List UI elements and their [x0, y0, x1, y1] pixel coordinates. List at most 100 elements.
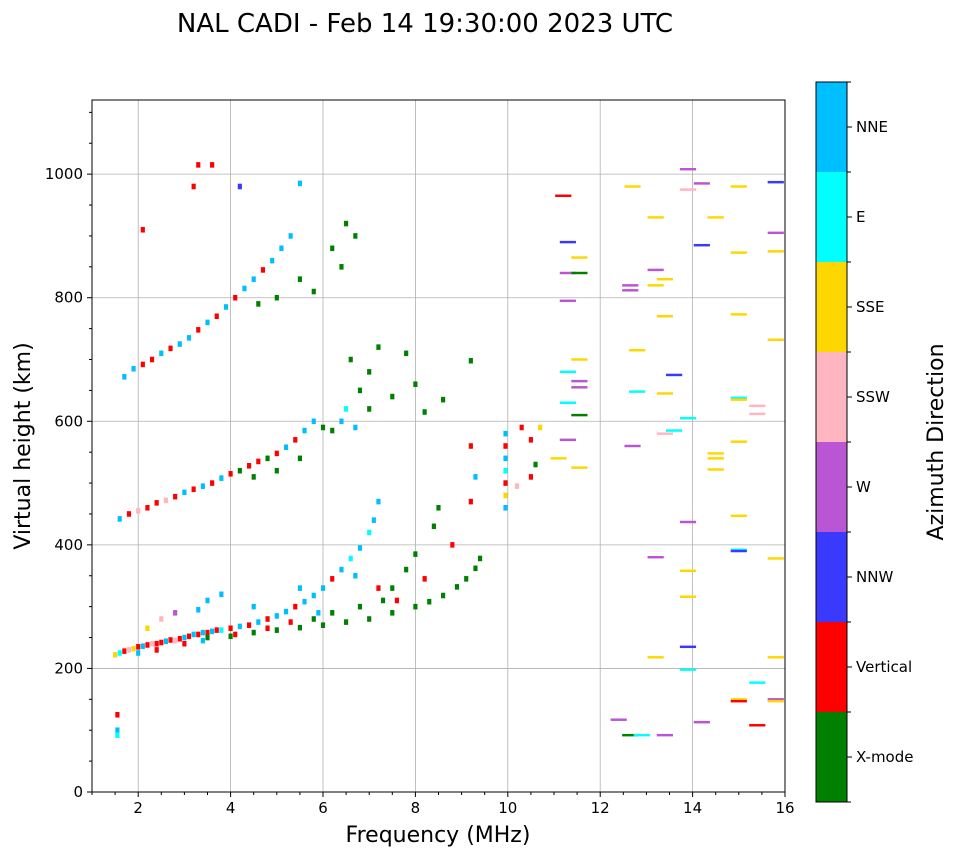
- data-point: [571, 358, 588, 361]
- data-point: [380, 597, 386, 604]
- data-point: [288, 619, 293, 625]
- colorbar-tick-label: NNE: [856, 118, 888, 136]
- data-point: [348, 356, 353, 363]
- data-point: [297, 624, 302, 631]
- data-point: [265, 455, 270, 462]
- data-point: [320, 622, 326, 628]
- data-point: [247, 462, 252, 469]
- data-point: [348, 555, 353, 562]
- data-point: [679, 569, 697, 573]
- colorbar-label: Azimuth Direction: [924, 343, 949, 540]
- data-point: [353, 424, 358, 431]
- data-point: [767, 698, 784, 701]
- data-point: [559, 240, 576, 244]
- data-point: [237, 467, 242, 474]
- data-point: [115, 711, 120, 718]
- data-point: [330, 610, 335, 616]
- data-point: [251, 276, 256, 282]
- data-point: [633, 733, 650, 737]
- data-point: [311, 616, 316, 622]
- data-point: [413, 381, 418, 387]
- data-point: [528, 474, 533, 480]
- data-point: [679, 188, 697, 191]
- data-point: [302, 427, 307, 434]
- data-point: [186, 633, 192, 640]
- data-point: [394, 597, 399, 604]
- data-point: [117, 516, 122, 522]
- data-point: [274, 450, 279, 457]
- data-point: [767, 231, 784, 235]
- data-point: [186, 335, 192, 341]
- data-point: [159, 639, 164, 646]
- data-point: [200, 483, 205, 489]
- data-point: [173, 637, 178, 644]
- data-point: [610, 718, 627, 721]
- data-point: [550, 457, 567, 460]
- data-point: [624, 185, 641, 188]
- data-point: [219, 591, 224, 598]
- data-point: [468, 443, 473, 449]
- data-point: [404, 350, 409, 357]
- y-tick-label: 0: [73, 783, 83, 801]
- data-point: [647, 216, 664, 219]
- x-tick-label: 6: [318, 799, 328, 817]
- data-point: [288, 233, 293, 239]
- data-point: [113, 652, 118, 658]
- x-tick-label: 8: [411, 799, 421, 817]
- data-point: [436, 505, 441, 511]
- data-point: [228, 633, 233, 640]
- data-point: [503, 467, 508, 474]
- data-point: [647, 284, 664, 287]
- data-point: [223, 304, 229, 310]
- data-point: [265, 625, 270, 632]
- data-point: [533, 461, 538, 468]
- data-point: [503, 505, 508, 511]
- data-point: [297, 180, 302, 187]
- data-point: [154, 640, 159, 647]
- data-point: [126, 647, 132, 653]
- data-point: [503, 480, 508, 486]
- data-point: [357, 387, 363, 394]
- x-axis-label: Frequency (MHz): [346, 823, 531, 848]
- data-point: [339, 566, 344, 573]
- data-point: [200, 629, 205, 636]
- x-tick-label: 4: [226, 799, 236, 817]
- data-point: [559, 438, 576, 442]
- data-point: [559, 401, 576, 404]
- data-point: [115, 732, 120, 738]
- data-point: [749, 404, 766, 408]
- data-point: [311, 418, 316, 425]
- data-point: [316, 610, 321, 616]
- data-point: [159, 350, 164, 357]
- colorbar-band: [816, 172, 847, 262]
- data-point: [441, 592, 446, 599]
- data-point: [559, 271, 576, 275]
- data-point: [136, 508, 141, 514]
- data-point: [767, 250, 784, 253]
- data-point: [707, 452, 724, 455]
- data-point: [247, 622, 252, 628]
- data-point: [330, 245, 335, 252]
- data-point: [126, 511, 132, 517]
- data-point: [353, 572, 358, 579]
- colorbar-tick-label: Vertical: [856, 658, 912, 676]
- data-point: [464, 576, 469, 582]
- colorbar-band: [816, 262, 847, 352]
- data-point: [730, 396, 747, 400]
- data-point: [237, 183, 242, 190]
- data-point: [441, 396, 446, 403]
- data-point: [145, 505, 150, 511]
- data-point: [233, 631, 238, 638]
- colorbar: X-mode Vertical NNW W SSW SSE E NNE: [815, 81, 913, 803]
- x-tick-label: 10: [498, 799, 517, 817]
- data-point: [196, 631, 201, 638]
- data-point: [297, 585, 302, 591]
- data-point: [503, 443, 508, 449]
- data-point: [571, 256, 588, 259]
- data-point: [514, 483, 520, 489]
- data-point: [559, 370, 576, 374]
- y-tick-label: 400: [54, 536, 83, 554]
- data-point: [622, 284, 639, 287]
- data-point: [730, 251, 747, 254]
- data-point: [344, 220, 349, 227]
